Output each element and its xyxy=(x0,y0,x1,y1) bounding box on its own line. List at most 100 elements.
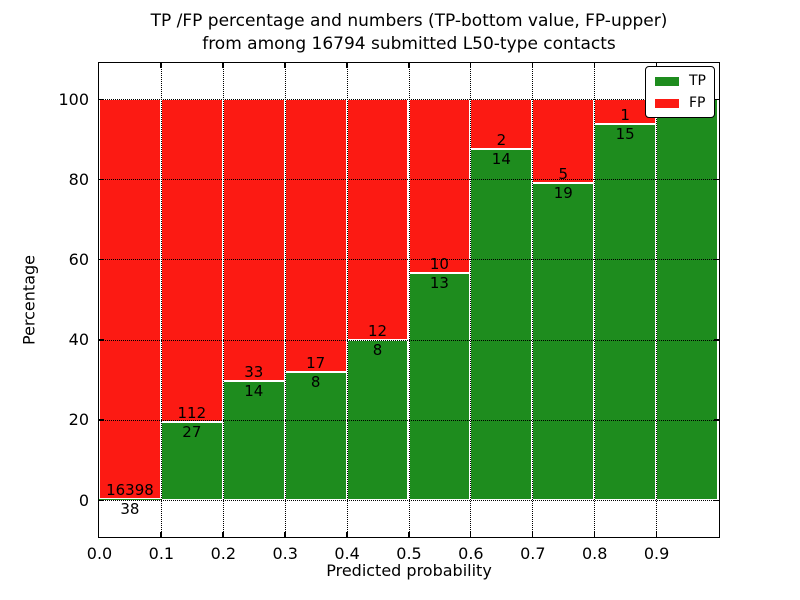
bar-label-tp: 14 xyxy=(244,381,264,400)
x-tick-label: 0.9 xyxy=(643,544,670,563)
x-tick-mark xyxy=(593,532,596,537)
x-tick-mark xyxy=(531,532,534,537)
x-tick-mark xyxy=(593,63,596,68)
bar-segment-tp xyxy=(222,380,285,500)
chart-title: TP /FP percentage and numbers (TP-bottom… xyxy=(98,10,720,56)
x-tick-mark xyxy=(469,63,472,68)
x-tick-mark xyxy=(655,63,658,68)
x-tick-label: 0.7 xyxy=(520,544,546,563)
gridline-vertical xyxy=(222,63,224,536)
bar-label-fp: 17 xyxy=(306,353,326,372)
y-tick-mark xyxy=(99,258,104,261)
x-tick-label: 0.8 xyxy=(581,544,608,563)
x-tick-mark xyxy=(531,63,534,68)
x-tick-mark xyxy=(160,63,162,68)
y-tick-mark xyxy=(714,258,719,261)
x-tick-mark xyxy=(408,63,410,68)
x-tick-mark xyxy=(346,63,348,68)
y-tick-label: 40 xyxy=(68,330,89,350)
x-tick-mark xyxy=(408,532,410,537)
legend-item-fp: FP xyxy=(655,96,706,110)
gridline-horizontal xyxy=(99,99,718,100)
bar-segment-fp xyxy=(99,99,161,500)
bar-label-tp: 38 xyxy=(120,500,140,519)
gridline-vertical xyxy=(408,63,410,536)
gridline-vertical xyxy=(160,63,162,536)
y-tick-label: 100 xyxy=(58,89,89,109)
chart-title-line2: from among 16794 submitted L50-type cont… xyxy=(202,34,616,54)
tp-swatch xyxy=(655,76,679,86)
gridline-vertical xyxy=(346,63,348,536)
x-tick-mark xyxy=(222,532,224,537)
y-tick-mark xyxy=(99,499,104,501)
bar-segment-fp xyxy=(408,99,471,274)
y-tick-mark xyxy=(99,178,104,181)
x-tick-label: 0.5 xyxy=(396,544,422,563)
bar-segment-fp xyxy=(222,99,285,381)
bar-label-fp: 16398 xyxy=(106,481,154,500)
bar-segment-tp xyxy=(346,339,409,500)
bar-segment-tp xyxy=(656,99,718,500)
bar-label-tp: 15 xyxy=(615,125,635,144)
x-tick-label: 0.1 xyxy=(148,544,175,563)
y-tick-label: 80 xyxy=(68,169,89,189)
bar-label-tp: 8 xyxy=(310,372,321,391)
bar-label-fp: 10 xyxy=(429,255,449,274)
x-tick-mark xyxy=(222,63,224,68)
legend-item-tp: TP xyxy=(655,74,706,88)
y-tick-mark xyxy=(99,419,104,421)
bar-label-fp: 1 xyxy=(620,106,630,125)
bar-label-fp: 12 xyxy=(367,321,388,340)
bar-label-tp: 14 xyxy=(491,150,511,169)
chart-title-line1: TP /FP percentage and numbers (TP-bottom… xyxy=(150,11,668,31)
x-tick-mark xyxy=(160,532,162,537)
x-tick-mark xyxy=(284,532,286,537)
y-tick-mark xyxy=(714,178,719,181)
gridline-vertical xyxy=(656,63,658,536)
gridline-vertical xyxy=(532,63,534,536)
x-tick-label: 0.3 xyxy=(272,544,298,563)
y-tick-mark xyxy=(714,499,719,501)
bar-label-tp: 27 xyxy=(182,423,202,442)
x-axis-label: Predicted probability xyxy=(326,561,492,580)
bar-label-fp: 33 xyxy=(244,362,264,381)
gridline-vertical xyxy=(284,63,286,536)
bar-segment-tp xyxy=(594,124,657,500)
gridline-horizontal xyxy=(99,179,718,181)
y-tick-mark xyxy=(99,98,104,100)
bar-segment-tp xyxy=(99,499,161,500)
bar-label-fp: 112 xyxy=(177,404,207,423)
x-tick-mark xyxy=(284,63,286,68)
gridline-vertical xyxy=(470,63,472,536)
bar-label-fp: 2 xyxy=(496,131,507,150)
y-tick-mark xyxy=(714,98,719,100)
legend-label-fp: FP xyxy=(689,95,706,111)
y-axis-label: Percentage xyxy=(19,254,39,346)
fp-swatch xyxy=(655,98,679,108)
y-tick-label: 60 xyxy=(68,249,89,269)
x-tick-label: 0.4 xyxy=(334,544,360,563)
bar-segment-fp xyxy=(346,99,409,340)
bar-label-tp: 8 xyxy=(372,340,383,359)
y-tick-label: 0 xyxy=(78,490,89,510)
y-tick-mark xyxy=(714,419,719,421)
bar-segment-tp xyxy=(284,371,347,500)
gridline-horizontal xyxy=(99,500,718,501)
x-tick-label: 0.0 xyxy=(86,544,113,563)
bar-label-tp: 13 xyxy=(429,274,449,293)
x-tick-mark xyxy=(469,532,472,537)
y-tick-label: 20 xyxy=(68,410,89,430)
x-tick-mark xyxy=(655,532,658,537)
gridline-horizontal xyxy=(99,339,718,341)
bar-segment-fp xyxy=(284,99,347,372)
y-tick-mark xyxy=(714,339,719,341)
x-tick-mark xyxy=(346,532,348,537)
bar-segment-tp xyxy=(408,273,471,500)
gridline-horizontal xyxy=(99,259,718,261)
gridline-horizontal xyxy=(99,419,718,421)
y-tick-mark xyxy=(99,339,104,341)
bar-segment-tp xyxy=(470,149,533,500)
bar-label-fp: 5 xyxy=(558,164,569,183)
legend: TP FP xyxy=(645,66,715,118)
